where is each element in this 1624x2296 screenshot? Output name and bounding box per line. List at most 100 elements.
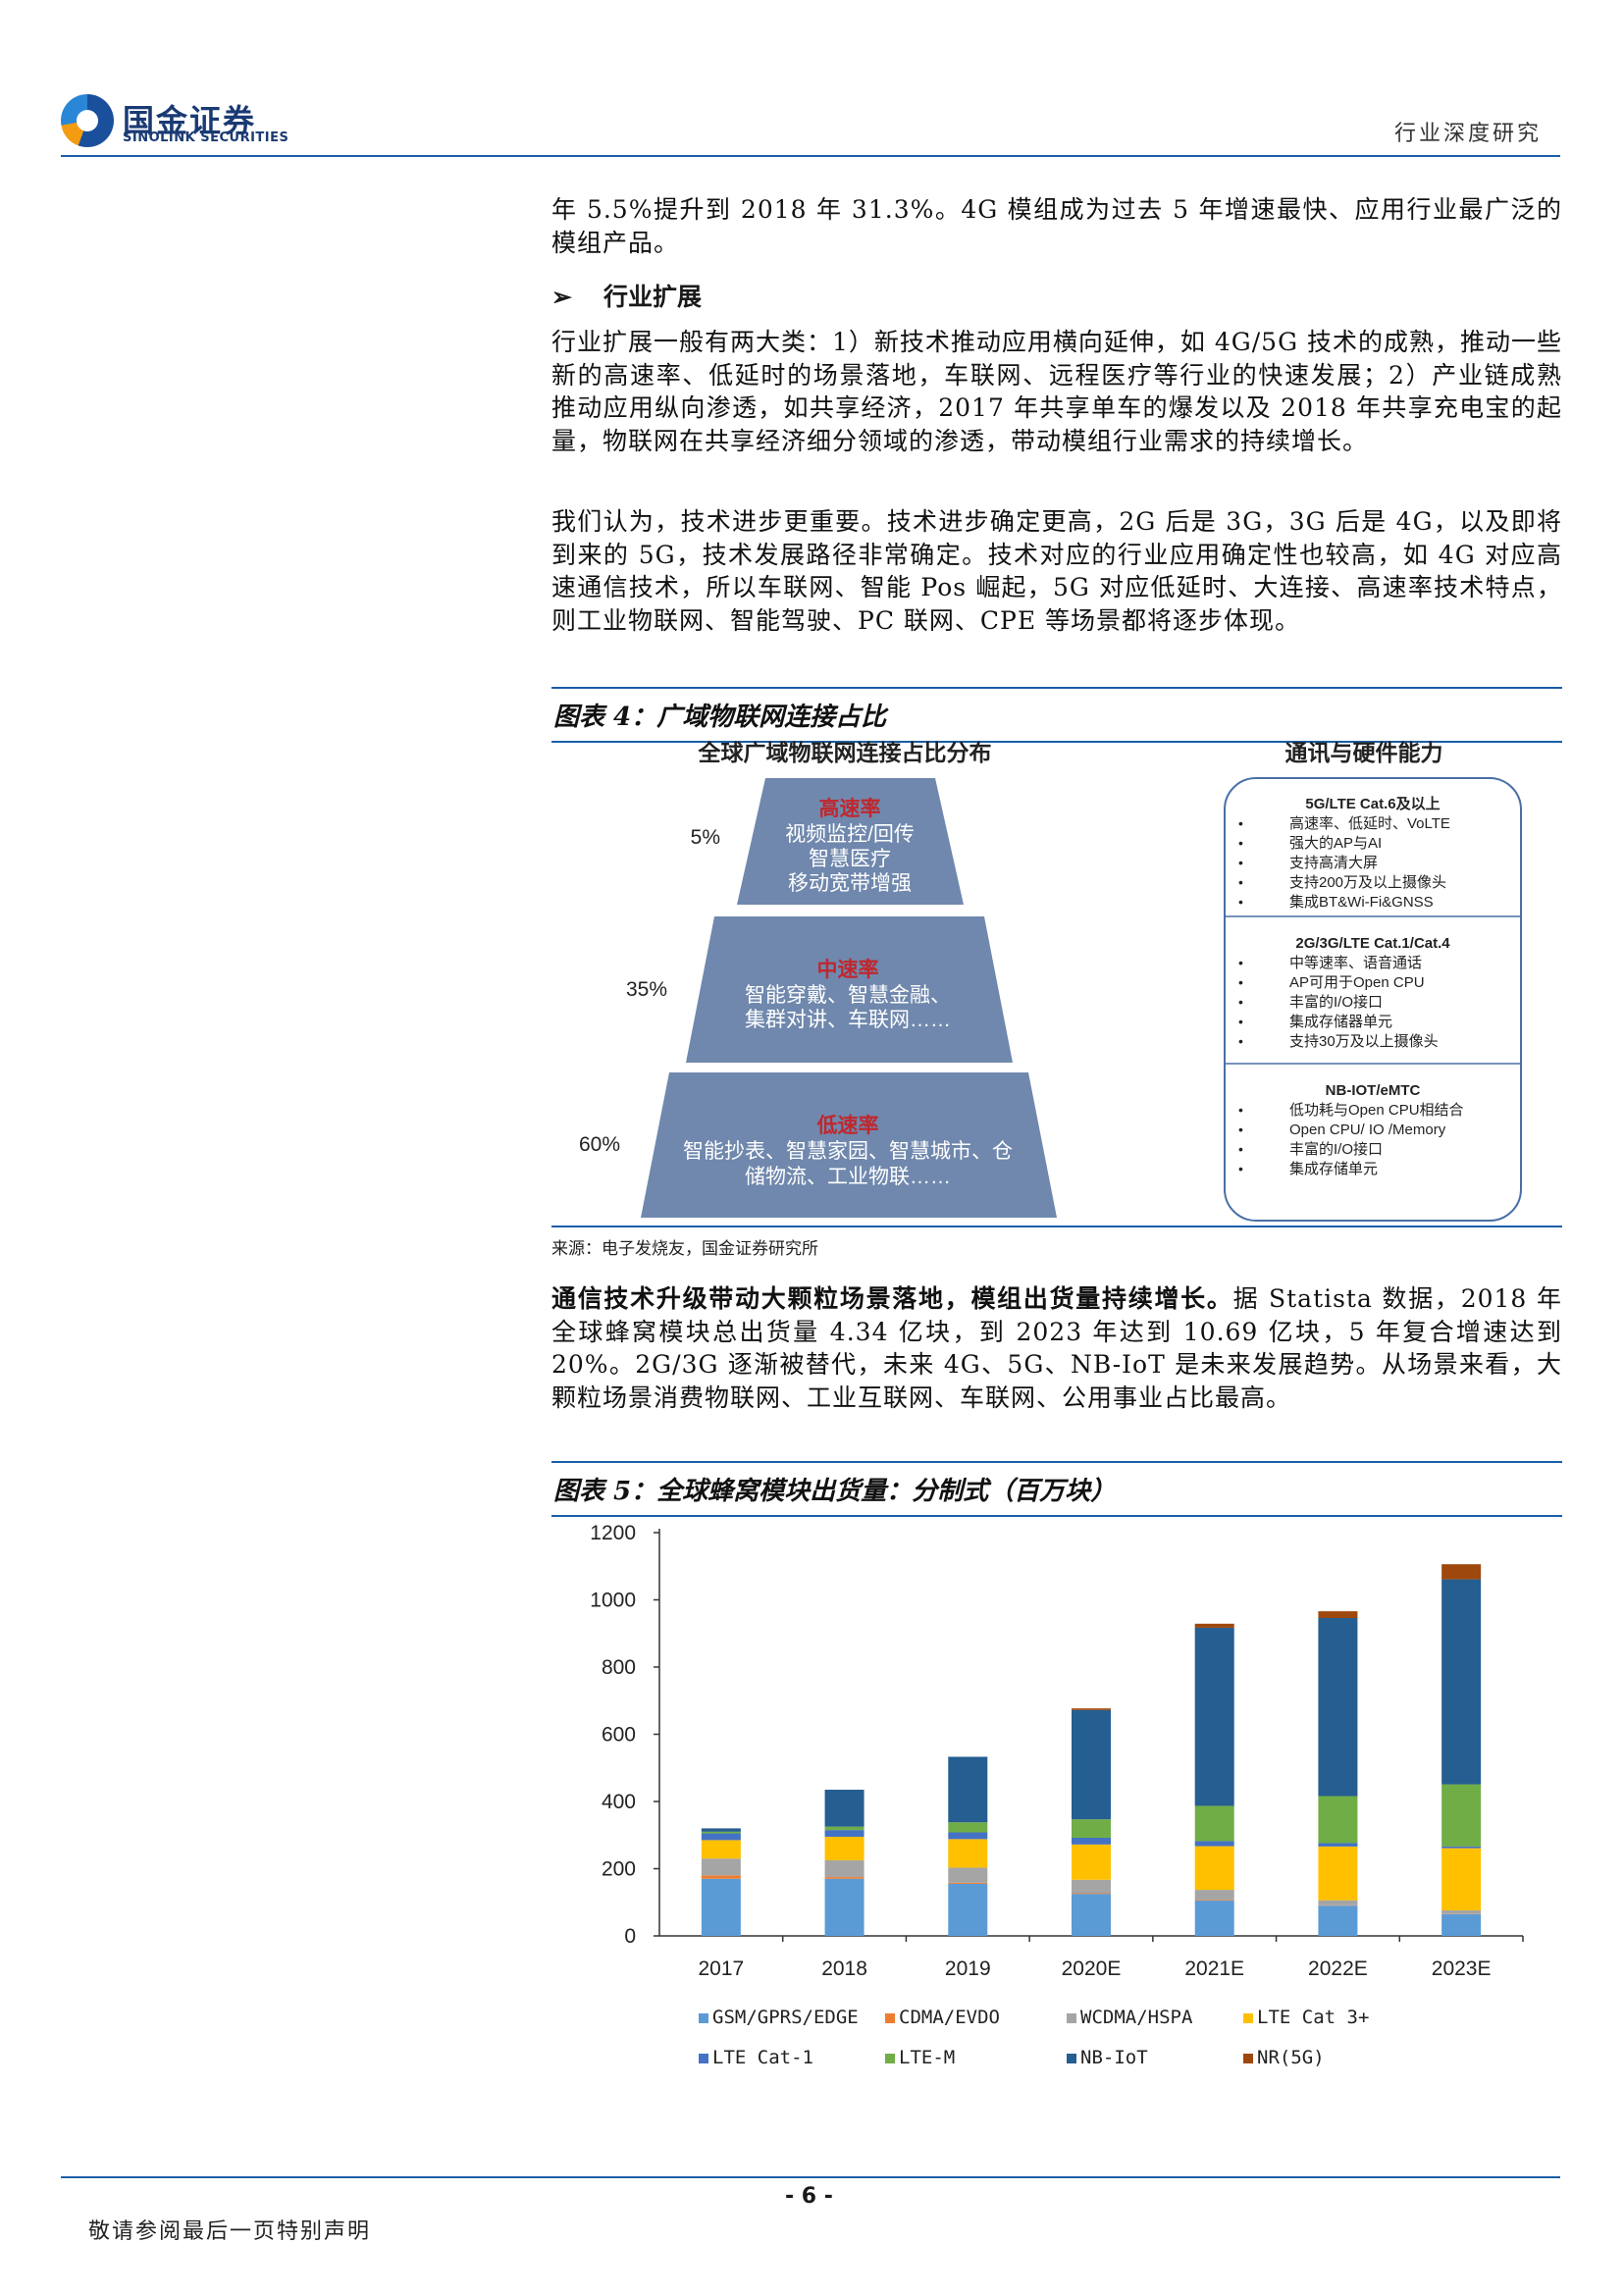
bar-segment [1072,1837,1111,1845]
figure-4-title: 图表 4：广域物联网连接占比 [551,687,1562,743]
legend-swatch [1067,2013,1076,2023]
pyramid-title: 全球广域物联网连接占比分布 [698,740,992,765]
bar-segment [1194,1805,1234,1842]
capability-item: 低功耗与Open CPU相结合 [1289,1102,1464,1119]
bar-segment [948,1839,988,1868]
bar-segment [1072,1894,1111,1936]
header-divider [61,155,1560,157]
tier-high-line: 智慧医疗 [809,848,891,870]
legend-swatch [699,2054,708,2063]
paragraph-1: 年 5.5%提升到 2018 年 31.3%。4G 模组成为过去 5 年增速最快… [551,195,1562,257]
bar-segment [1441,1913,1482,1936]
legend-label: LTE Cat 3+ [1257,2007,1369,2028]
figure-5-chart: 0 200 400 600 800 1000 1200 2017 2018 2019 2020E 20… [590,1522,1524,2068]
paragraph-2: 行业扩展一般有两大类：1）新技术推动应用横向延伸，如 4G/5G 技术的成熟，推… [551,328,1562,455]
capability-heading: 2G/3G/LTE Cat.1/Cat.4 [1295,935,1450,952]
logo-chinese-name: 国金证券 [123,102,257,139]
legend-swatch [1067,2054,1076,2063]
capability-bullet-icon: • [1238,855,1243,870]
capability-item: 支持30万及以上摄像头 [1289,1033,1439,1050]
capability-item: 集成存储器单元 [1289,1014,1392,1030]
legend-swatch [699,2013,708,2023]
tier-low-line: 储物流、工业物联…… [745,1166,951,1188]
capability-bullet-icon: • [1238,974,1243,990]
capability-heading: 5G/LTE Cat.6及以上 [1305,796,1440,812]
tier-mid-line: 智能穿戴、智慧金融、 [745,984,951,1007]
x-tick-label: 2017 [698,1957,744,1980]
capability-item: 支持高清大屏 [1289,855,1378,871]
legend-label: LTE-M [899,2047,955,2068]
bar-segment [948,1882,988,1884]
capability-title: 通讯与硬件能力 [1285,740,1443,765]
bar-segment [1441,1846,1482,1849]
tier-low-name: 低速率 [816,1114,879,1137]
figure-4-source: 来源：电子发烧友，国金证券研究所 [551,1239,818,1259]
capability-item: AP可用于Open CPU [1289,974,1425,991]
footer-disclaimer: 敬请参阅最后一页特别声明 [88,2219,372,2244]
capability-item: 支持200万及以上摄像头 [1289,874,1446,891]
tier-high-line: 移动宽带增强 [788,872,912,895]
paragraph-3: 我们认为，技术进步更重要。技术进步确定更高，2G 后是 3G，3G 后是 4G，… [551,507,1562,635]
capability-bullet-icon: • [1238,1014,1243,1029]
legend-label: GSM/GPRS/EDGE [712,2007,859,2028]
y-tick-label: 0 [624,1925,636,1948]
bar-segment [1318,1846,1358,1901]
bar-segment [701,1858,741,1876]
tier-mid-speed [686,916,1013,1063]
x-tick-label: 2021E [1184,1957,1244,1980]
bar-segment [1072,1844,1111,1880]
capability-bullet-icon: • [1238,835,1243,851]
paragraph-4: 通信技术升级带动大颗粒场景落地，模组出货量持续增长。据 Statista 数据，… [551,1282,1562,1414]
x-tick-label: 2018 [821,1957,867,1980]
bar-segment [701,1840,741,1859]
y-tick-label: 800 [602,1656,636,1679]
x-tick-label: 2022E [1308,1957,1368,1980]
tier-high-speed [737,778,964,905]
capability-bullet-icon: • [1238,994,1243,1010]
paragraph-4-lead: 通信技术升级带动大颗粒场景落地，模组出货量持续增长。 [551,1284,1233,1313]
page-number: - 6 - [785,2184,833,2209]
tier-low-line: 智能抄表、智慧家园、智慧城市、仓 [683,1140,1013,1163]
capability-item: 中等速率、语音通话 [1289,954,1422,971]
capability-item: 丰富的I/O接口 [1289,993,1383,1011]
bar-segment [1441,1564,1482,1580]
bar-segment [1072,1879,1111,1894]
legend-label: NR(5G) [1257,2047,1325,2068]
bar-segment [948,1832,988,1840]
capability-item: 集成BT&Wi-Fi&GNSS [1289,894,1434,911]
bar-segment [701,1831,741,1834]
capability-bullet-icon: • [1238,815,1243,831]
bar-segment [824,1830,864,1837]
y-tick-label: 400 [602,1791,636,1813]
tier-low-percent: 60% [579,1133,620,1156]
capability-bullet-icon: • [1238,1122,1243,1137]
capability-item: 高速率、低延时、VoLTE [1289,815,1450,832]
capability-bullet-icon: • [1238,955,1243,970]
legend-swatch [1243,2054,1253,2063]
capability-item: 集成存储单元 [1289,1161,1378,1177]
bar-segment [824,1790,864,1827]
bar-segment [1318,1900,1358,1905]
logo-english-name: SINOLINK SECURITIES [123,130,289,145]
legend-swatch [885,2013,895,2023]
capability-bullet-icon: • [1238,894,1243,910]
figure-4-graphic: 全球广域物联网连接占比分布 通讯与硬件能力 5% 高速率 视频监控/回传 智慧医… [579,740,1522,1222]
bar-segment [1194,1623,1234,1628]
sinolink-logo-icon [61,94,114,147]
bar-segment [701,1833,741,1841]
bar-segment [1072,1819,1111,1838]
tier-mid-line: 集群对讲、车联网…… [745,1009,951,1031]
section-heading: ➢ 行业扩展 [551,278,702,313]
bar-segment [824,1877,864,1879]
report-type: 行业深度研究 [1393,122,1542,146]
legend-label: WCDMA/HSPA [1080,2007,1193,2028]
capability-item: Open CPU/ IO /Memory [1289,1122,1446,1138]
bar-segment [1441,1848,1482,1910]
capability-bullet-icon: • [1238,1033,1243,1049]
bullet-arrow-icon: ➢ [551,283,572,311]
bar-segment [1318,1905,1358,1936]
x-tick-label: 2020E [1062,1957,1122,1980]
bar-segment [824,1878,864,1936]
capability-bullet-icon: • [1238,1102,1243,1118]
bar-segment [1072,1709,1111,1820]
